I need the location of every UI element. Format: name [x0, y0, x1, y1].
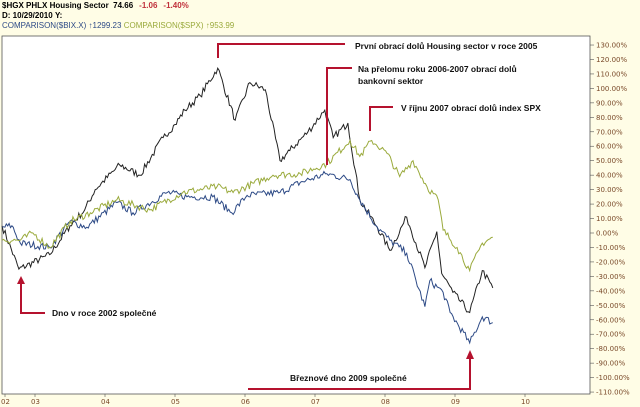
x-tick-label: 04 [101, 398, 110, 406]
x-tick-label: 02 [1, 398, 10, 406]
annotation-line-2009 [248, 358, 471, 390]
plot-area [1, 35, 591, 395]
y-tick-label: 10.00% [596, 215, 623, 223]
series-line-hgx [1, 66, 494, 314]
date-label: D: 10/29/2010 [2, 11, 53, 20]
y-tick-label: 70.00% [596, 128, 623, 136]
y-tick-label: -60.00% [596, 316, 626, 324]
price-change: -1.06 [139, 1, 158, 10]
x-tick-label: 08 [381, 398, 390, 406]
y-tick-label: 30.00% [596, 186, 623, 194]
y-tick-label: 130.00% [596, 42, 627, 50]
x-tick-label: 10 [521, 398, 530, 406]
arrow-up-icon [17, 276, 25, 284]
y-tick-label: 40.00% [596, 172, 623, 180]
series-lines [1, 66, 494, 345]
last-price: 74.66 [113, 1, 134, 10]
y-tick-label: -110.00% [596, 389, 630, 397]
comparison-bix: COMPARISON($BIX.X) ↑1299.23 [2, 21, 122, 30]
x-tick-label: 07 [311, 398, 320, 406]
y-tick-label: -70.00% [596, 331, 626, 339]
annotation-banks-line2: bankovní sektor [358, 76, 424, 86]
annotation-line-2002 [20, 282, 45, 314]
y-tick-label: 120.00% [596, 56, 627, 64]
y-tick-label: -10.00% [596, 244, 626, 252]
annotation-line-spx [369, 106, 393, 131]
annotation-line-banks [326, 67, 352, 165]
annotation-2002-bottom: Dno v roce 2002 společné [52, 308, 157, 318]
annotation-2009-bottom: Březnové dno 2009 společné [290, 373, 407, 383]
y-tick-label: -50.00% [596, 302, 626, 310]
y-tick-label: 50.00% [596, 157, 623, 165]
y-tick-label: 0.00% [596, 230, 619, 238]
y-axis: 130.00% 120.00% 110.00% 100.00% 90.00% 80.00%… [590, 42, 630, 397]
y-label: Y: [54, 11, 63, 20]
annotation-housing: První obrací dolů Housing sector v roce … [355, 41, 538, 51]
chart-header: $HGX PHLX Housing Sector 74.66 -1.06 -1.40… [2, 1, 234, 31]
y-tick-label: 60.00% [596, 143, 623, 151]
arrow-up-icon [466, 350, 474, 359]
annotation-spx: V říjnu 2007 obrací dolů index SPX [401, 103, 541, 113]
x-axis: 02 03 04 05 06 07 08 09 10 [1, 394, 530, 406]
price-change-pct: -1.40% [163, 1, 189, 10]
series-line-bkx [1, 170, 493, 345]
annotations [17, 43, 474, 390]
y-tick-label: 100.00% [596, 85, 627, 93]
y-tick-label: -30.00% [596, 273, 626, 281]
x-tick-label: 09 [451, 398, 460, 406]
y-tick-label: -90.00% [596, 360, 626, 368]
y-tick-label: 90.00% [596, 99, 623, 107]
x-tick-label: 03 [31, 398, 40, 406]
y-tick-label: -100.00% [596, 374, 630, 382]
series-line-spx [1, 138, 493, 273]
y-tick-label: 80.00% [596, 114, 623, 122]
y-tick-label: 20.00% [596, 201, 623, 209]
y-tick-label: -80.00% [596, 345, 626, 353]
annotation-banks-line1: Na přelomu roku 2006-2007 obrací dolů [358, 64, 517, 74]
y-tick-label: 110.00% [596, 70, 627, 78]
x-tick-label: 05 [171, 398, 180, 406]
y-tick-label: -40.00% [596, 287, 626, 295]
symbol-title: $HGX PHLX Housing Sector [2, 1, 109, 10]
comparison-spx: COMPARISON($SPX) ↑953.99 [123, 21, 235, 30]
annotation-line-housing [217, 43, 345, 58]
y-tick-label: -20.00% [596, 258, 626, 266]
x-tick-label: 06 [241, 398, 250, 406]
